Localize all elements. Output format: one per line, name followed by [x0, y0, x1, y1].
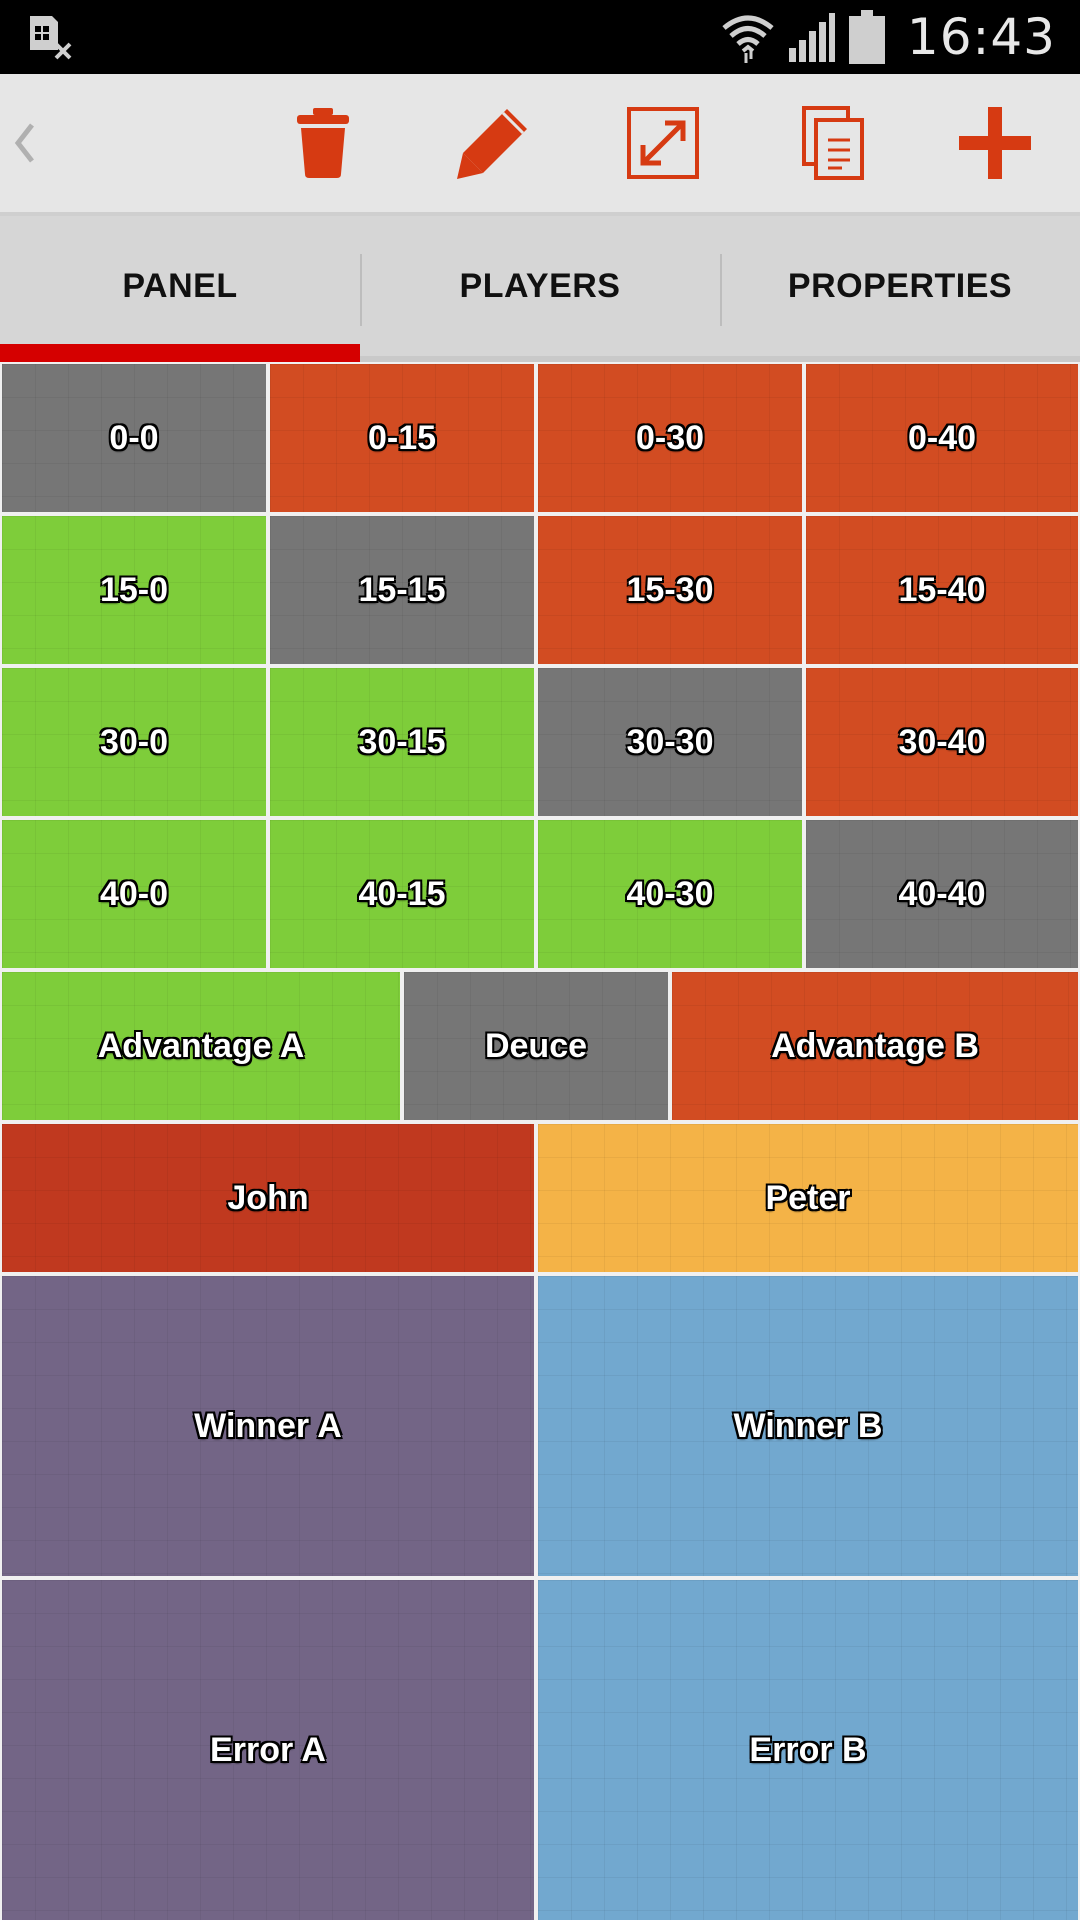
score-button-40-40[interactable]: 40-40	[806, 820, 1078, 968]
signal-icon	[788, 13, 835, 62]
trash-icon	[297, 108, 349, 178]
deuce-button[interactable]: Deuce	[404, 972, 668, 1120]
plus-icon	[959, 107, 1031, 179]
tab-bar: PANEL PLAYERS PROPERTIES	[0, 216, 1080, 362]
delete-button[interactable]	[270, 74, 376, 212]
score-button-15-0[interactable]: 15-0	[2, 516, 266, 664]
score-button-30-30[interactable]: 30-30	[538, 668, 802, 816]
tab-panel[interactable]: PANEL	[0, 216, 360, 362]
score-button-0-0[interactable]: 0-0	[2, 364, 266, 512]
score-button-30-15[interactable]: 30-15	[270, 668, 534, 816]
status-bar: 16:43	[0, 0, 1080, 74]
pencil-icon	[457, 109, 527, 179]
score-button-15-40[interactable]: 15-40	[806, 516, 1078, 664]
score-button-0-15[interactable]: 0-15	[270, 364, 534, 512]
score-button-15-30[interactable]: 15-30	[538, 516, 802, 664]
score-button-40-30[interactable]: 40-30	[538, 820, 802, 968]
copy-button[interactable]	[780, 74, 886, 212]
score-button-15-15[interactable]: 15-15	[270, 516, 534, 664]
winner-a-button[interactable]: Winner A	[2, 1276, 534, 1576]
score-button-30-40[interactable]: 30-40	[806, 668, 1078, 816]
tab-properties[interactable]: PROPERTIES	[720, 216, 1080, 356]
resize-button[interactable]	[610, 74, 716, 212]
tab-players[interactable]: PLAYERS	[360, 216, 720, 356]
score-button-30-0[interactable]: 30-0	[2, 668, 266, 816]
add-button[interactable]	[940, 74, 1050, 212]
clock: 16:43	[906, 8, 1056, 66]
score-button-40-0[interactable]: 40-0	[2, 820, 266, 968]
wifi-icon	[722, 15, 774, 63]
battery-icon	[848, 10, 885, 64]
score-button-0-40[interactable]: 0-40	[806, 364, 1078, 512]
advantage-b-button[interactable]: Advantage B	[672, 972, 1078, 1120]
copy-icon	[802, 106, 864, 180]
player-b-button[interactable]: Peter	[538, 1124, 1078, 1272]
chevron-left-icon	[14, 123, 34, 163]
back-button[interactable]	[0, 74, 50, 212]
error-b-button[interactable]: Error B	[538, 1580, 1078, 1920]
advantage-a-button[interactable]: Advantage A	[2, 972, 400, 1120]
score-panel: 0-0 0-15 0-30 0-40 15-0 15-15 15-30 15-4…	[0, 362, 1080, 1920]
action-toolbar	[0, 74, 1080, 216]
player-a-button[interactable]: John	[2, 1124, 534, 1272]
edit-button[interactable]	[440, 74, 546, 212]
error-a-button[interactable]: Error A	[2, 1580, 534, 1920]
resize-icon	[627, 107, 699, 179]
score-button-40-15[interactable]: 40-15	[270, 820, 534, 968]
sim-error-icon	[30, 16, 72, 60]
winner-b-button[interactable]: Winner B	[538, 1276, 1078, 1576]
score-button-0-30[interactable]: 0-30	[538, 364, 802, 512]
